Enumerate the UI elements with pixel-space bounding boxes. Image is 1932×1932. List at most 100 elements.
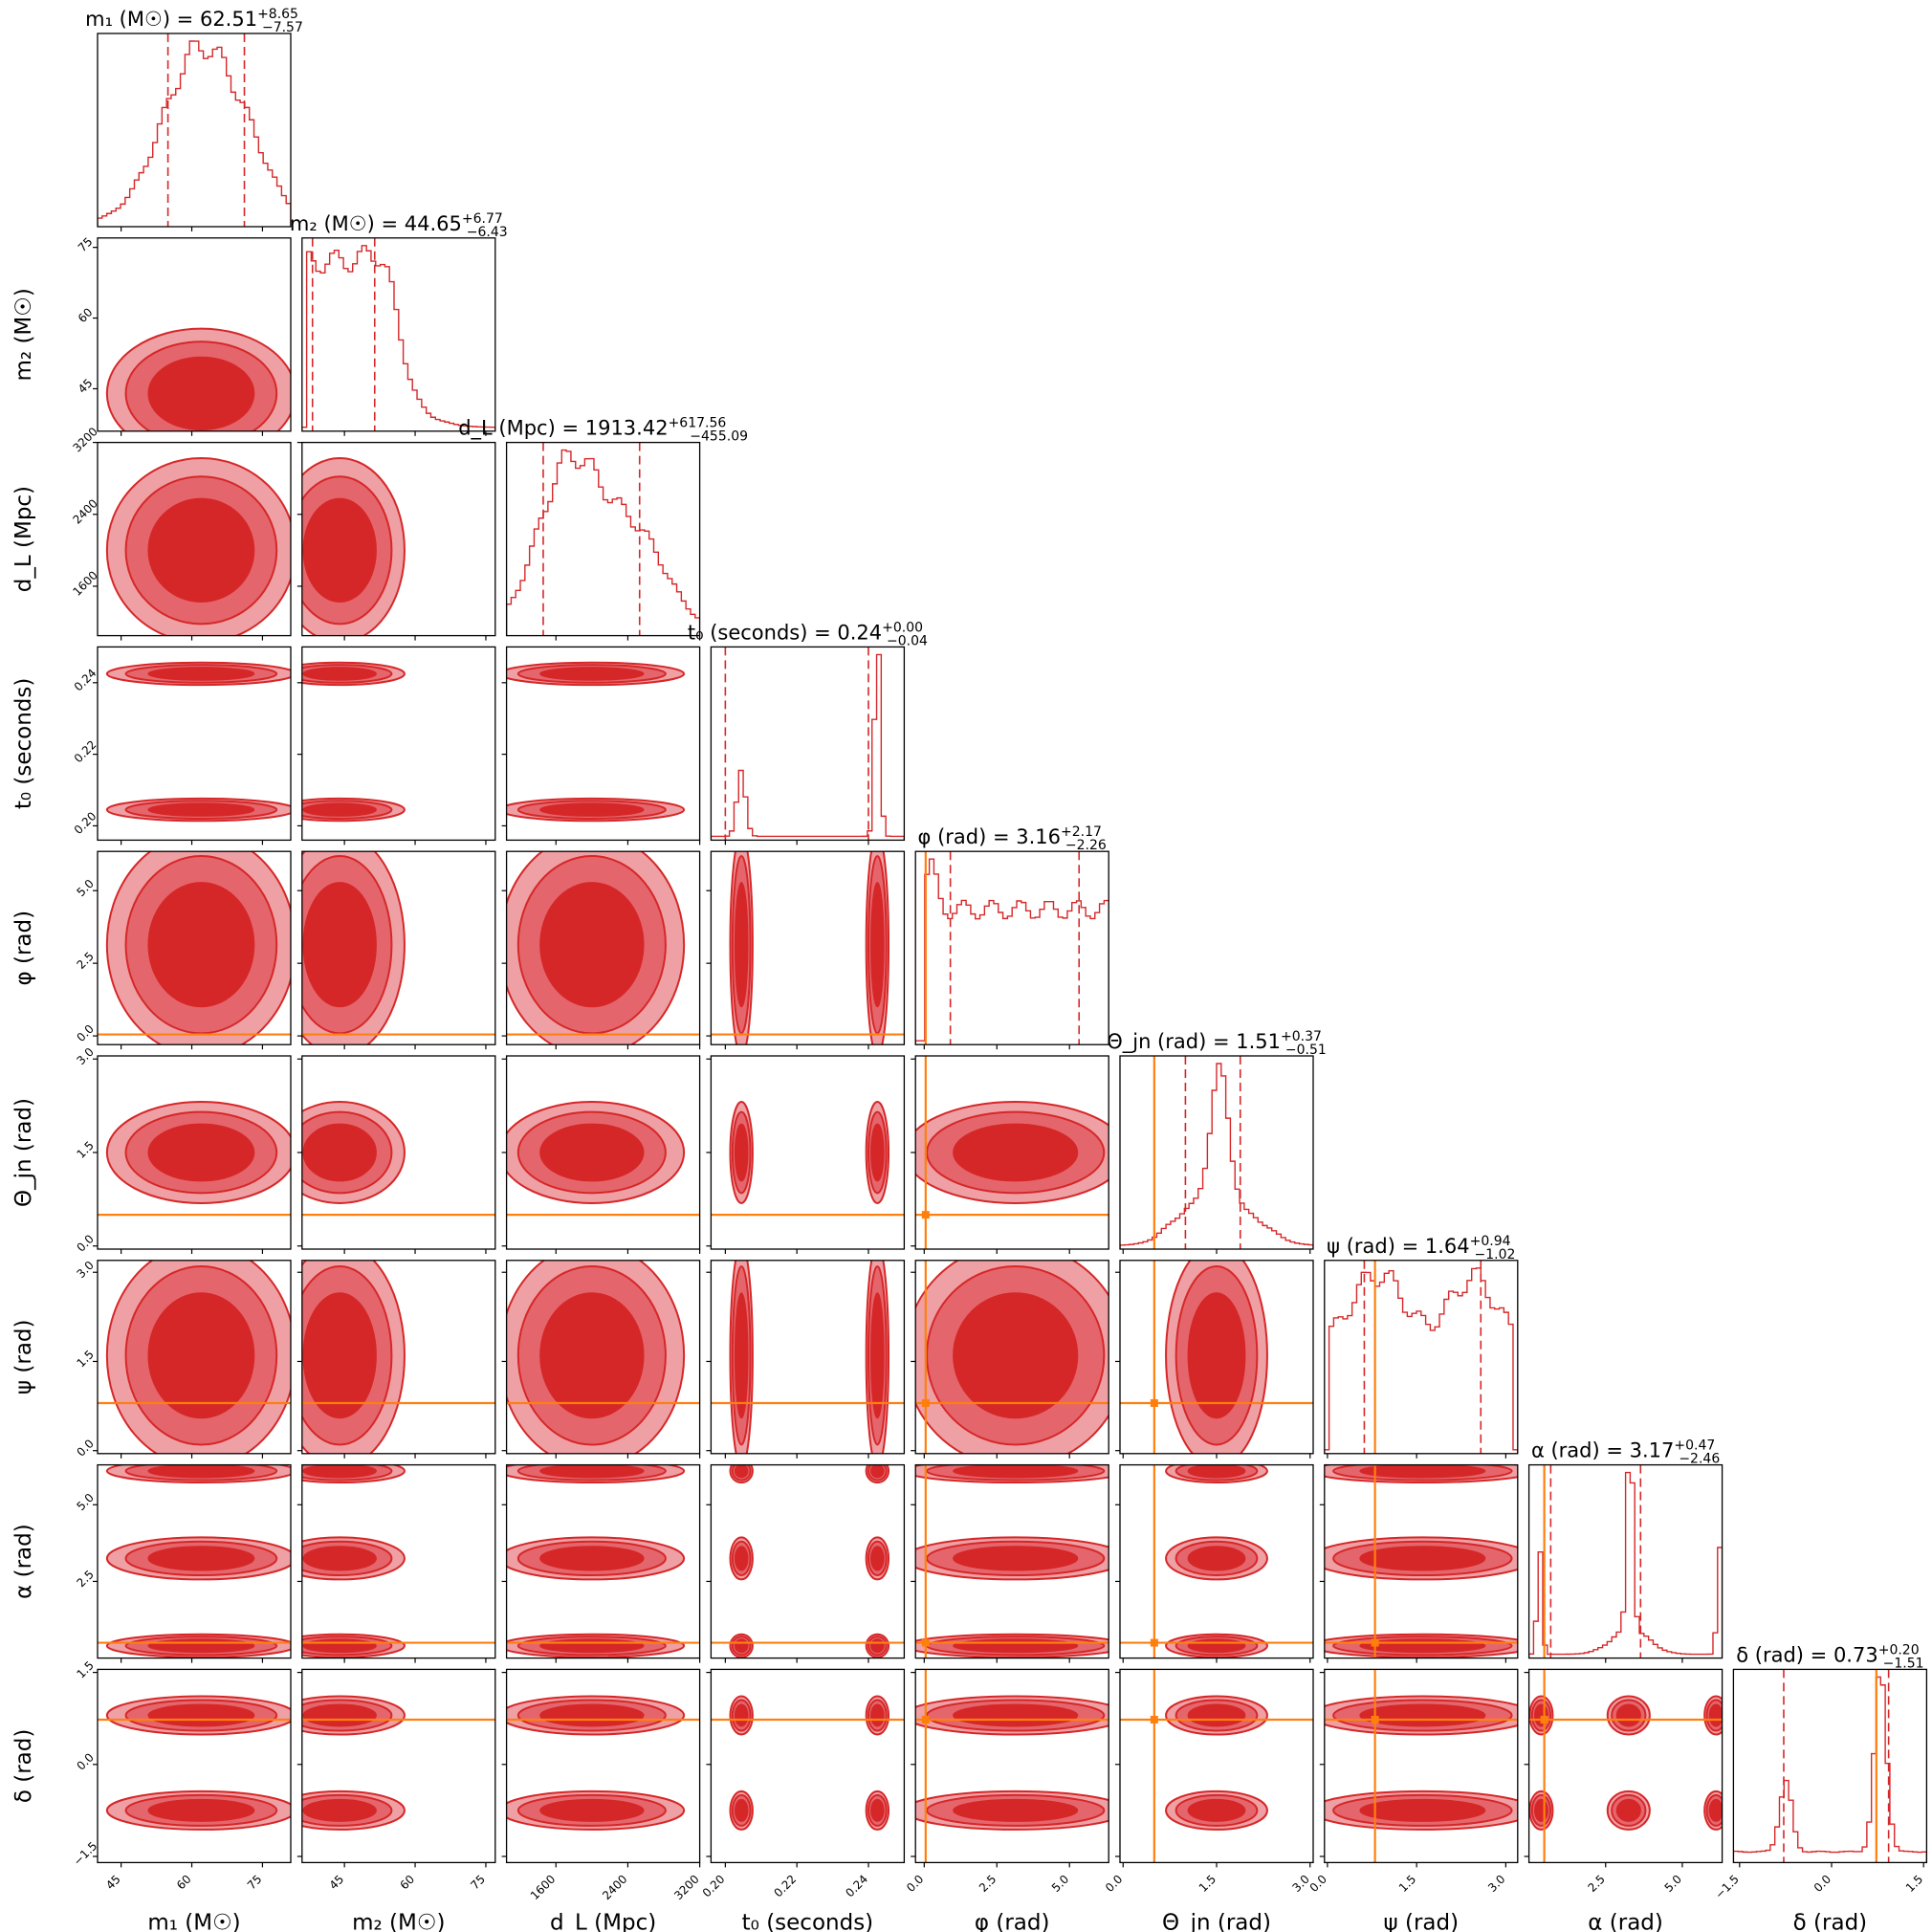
panel-frame xyxy=(1324,1668,1519,1864)
ylabel-thetajn: Θ_jn (rad) xyxy=(11,1098,36,1207)
x-tick-label: 60 xyxy=(174,1873,194,1893)
y-tick-label: 3200 xyxy=(70,425,99,454)
contour-inner xyxy=(1187,1638,1246,1654)
xlabel-t0: t₀ (seconds) xyxy=(742,1910,874,1932)
contour-inner xyxy=(302,497,377,604)
contour-inner xyxy=(953,1638,1079,1654)
panel-frame xyxy=(97,237,292,432)
panel-phi-vs-thetajn xyxy=(911,1055,1109,1254)
contour-inner xyxy=(302,1123,377,1182)
y-tick-label: 0.0 xyxy=(74,1750,96,1772)
xlabel-m2: m₂ (M☉) xyxy=(352,1910,445,1932)
panel-phi-vs-delta: 0.0 2.5 5.0 xyxy=(904,1668,1109,1895)
contour-inner xyxy=(147,497,255,604)
contour-inner xyxy=(1187,1703,1246,1727)
y-tick-label: 3.0 xyxy=(74,1259,96,1281)
marginal-title: t₀ (seconds) = 0.24+0.00 −0.04 xyxy=(688,620,928,648)
panel-frame xyxy=(97,1668,292,1864)
contour-inner xyxy=(1615,1703,1641,1727)
y-tick-label: 0.0 xyxy=(74,1437,96,1459)
contour-inner xyxy=(539,1292,645,1419)
xlabel-phi: φ (rad) xyxy=(975,1910,1050,1932)
panel-t0-vs-delta: 0.20 0.22 0.24 xyxy=(700,1668,906,1899)
y-tick-label: 45 xyxy=(76,376,96,396)
x-tick-label: 75 xyxy=(245,1873,265,1893)
panel-dL-vs-alpha xyxy=(501,1463,701,1663)
y-tick-label: 1.5 xyxy=(74,1138,96,1160)
contour-inner xyxy=(539,1798,645,1822)
panel-frame xyxy=(301,646,496,842)
y-tick-label: 1.5 xyxy=(74,1348,96,1370)
panel-thetajn-vs-alpha xyxy=(1115,1463,1314,1663)
contour-inner xyxy=(539,882,645,1008)
contour-inner xyxy=(147,667,255,681)
panel-dL-vs-thetajn xyxy=(501,1055,701,1254)
panel-frame xyxy=(1527,1668,1723,1864)
contour-inner xyxy=(1187,1798,1246,1822)
panel-alpha-vs-delta: 2.5 5.0 xyxy=(1524,1668,1723,1895)
histogram-step xyxy=(1324,1267,1518,1454)
contour-inner xyxy=(1533,1798,1548,1822)
ylabel-phi: φ (rad) xyxy=(11,911,36,986)
panel-dL-vs-delta: 1600 2400 3200 xyxy=(501,1668,702,1902)
hist-panel-m2: m₂ (M☉) = 44.65+6.77 −6.43 xyxy=(290,211,508,436)
ylabel-dL: d_L (Mpc) xyxy=(11,486,36,592)
x-tick-label: 2.5 xyxy=(1585,1873,1607,1895)
contour-inner xyxy=(1708,1703,1723,1727)
contour-inner xyxy=(147,1464,255,1479)
panel-dL-vs-t0 xyxy=(501,646,701,845)
panel-m1-vs-thetajn: 0.0 1.5 3.0 xyxy=(74,1045,292,1255)
x-tick-label: 1600 xyxy=(528,1873,558,1902)
marginal-title: Θ_jn (rad) = 1.51+0.37 −0.51 xyxy=(1107,1029,1327,1058)
y-tick-label: 0.22 xyxy=(72,737,99,765)
contour-inner xyxy=(1187,1292,1246,1419)
contour-inner xyxy=(302,802,377,817)
panel-t0-vs-alpha xyxy=(706,1463,906,1663)
y-tick-label: −1.5 xyxy=(71,1839,100,1869)
y-tick-label: 2.5 xyxy=(74,950,96,972)
contour-inner xyxy=(870,1798,885,1822)
panel-frame xyxy=(710,1463,906,1659)
panel-frame xyxy=(914,1260,1109,1455)
panel-frame xyxy=(97,441,292,637)
contour-inner xyxy=(147,882,255,1008)
x-tick-label: 1.5 xyxy=(1197,1873,1218,1895)
contour-inner xyxy=(1359,1464,1486,1479)
panel-frame xyxy=(914,1668,1109,1864)
truth-marker xyxy=(1150,1638,1158,1647)
contour-inner xyxy=(302,1292,377,1419)
contour-inner xyxy=(734,1464,749,1479)
panel-frame xyxy=(914,1463,1109,1659)
contour-inner xyxy=(539,667,645,681)
x-tick-label: 5.0 xyxy=(1662,1873,1684,1895)
contour-inner xyxy=(870,1638,885,1654)
marginal-title: m₁ (M☉) = 62.51+8.65 −7.57 xyxy=(85,7,303,35)
panel-frame xyxy=(301,1463,496,1659)
x-tick-label: 0.0 xyxy=(1811,1873,1833,1895)
x-tick-label: −1.5 xyxy=(1712,1873,1742,1902)
y-tick-label: 0.20 xyxy=(72,809,99,837)
ylabel-t0: t₀ (seconds) xyxy=(11,678,36,810)
panel-dL-vs-phi xyxy=(501,850,701,1050)
panel-frame xyxy=(301,1260,496,1455)
y-tick-label: 0.0 xyxy=(74,1022,96,1044)
contour-inner xyxy=(302,1798,377,1822)
contour-inner xyxy=(1359,1546,1486,1571)
panel-frame xyxy=(914,850,1109,1045)
y-tick-label: 2400 xyxy=(70,496,99,526)
ylabel-alpha: α (rad) xyxy=(11,1524,36,1599)
y-tick-label: 2.5 xyxy=(74,1568,96,1590)
ylabel-psi: ψ (rad) xyxy=(11,1320,36,1395)
contour-inner xyxy=(734,882,749,1008)
panel-m1-vs-delta: 45 60 75 −1.5 0.0 1.5 xyxy=(71,1658,292,1893)
contour-inner xyxy=(734,1703,749,1727)
x-tick-label: 3200 xyxy=(671,1873,701,1902)
contour-inner xyxy=(953,1123,1079,1182)
contour-inner xyxy=(953,1464,1079,1479)
panel-m2-vs-dL xyxy=(296,441,496,641)
truth-marker xyxy=(1150,1398,1158,1407)
histogram-step xyxy=(98,40,291,227)
panel-frame xyxy=(1527,1463,1723,1659)
truth-marker xyxy=(921,1211,930,1219)
contour-inner xyxy=(302,667,377,681)
